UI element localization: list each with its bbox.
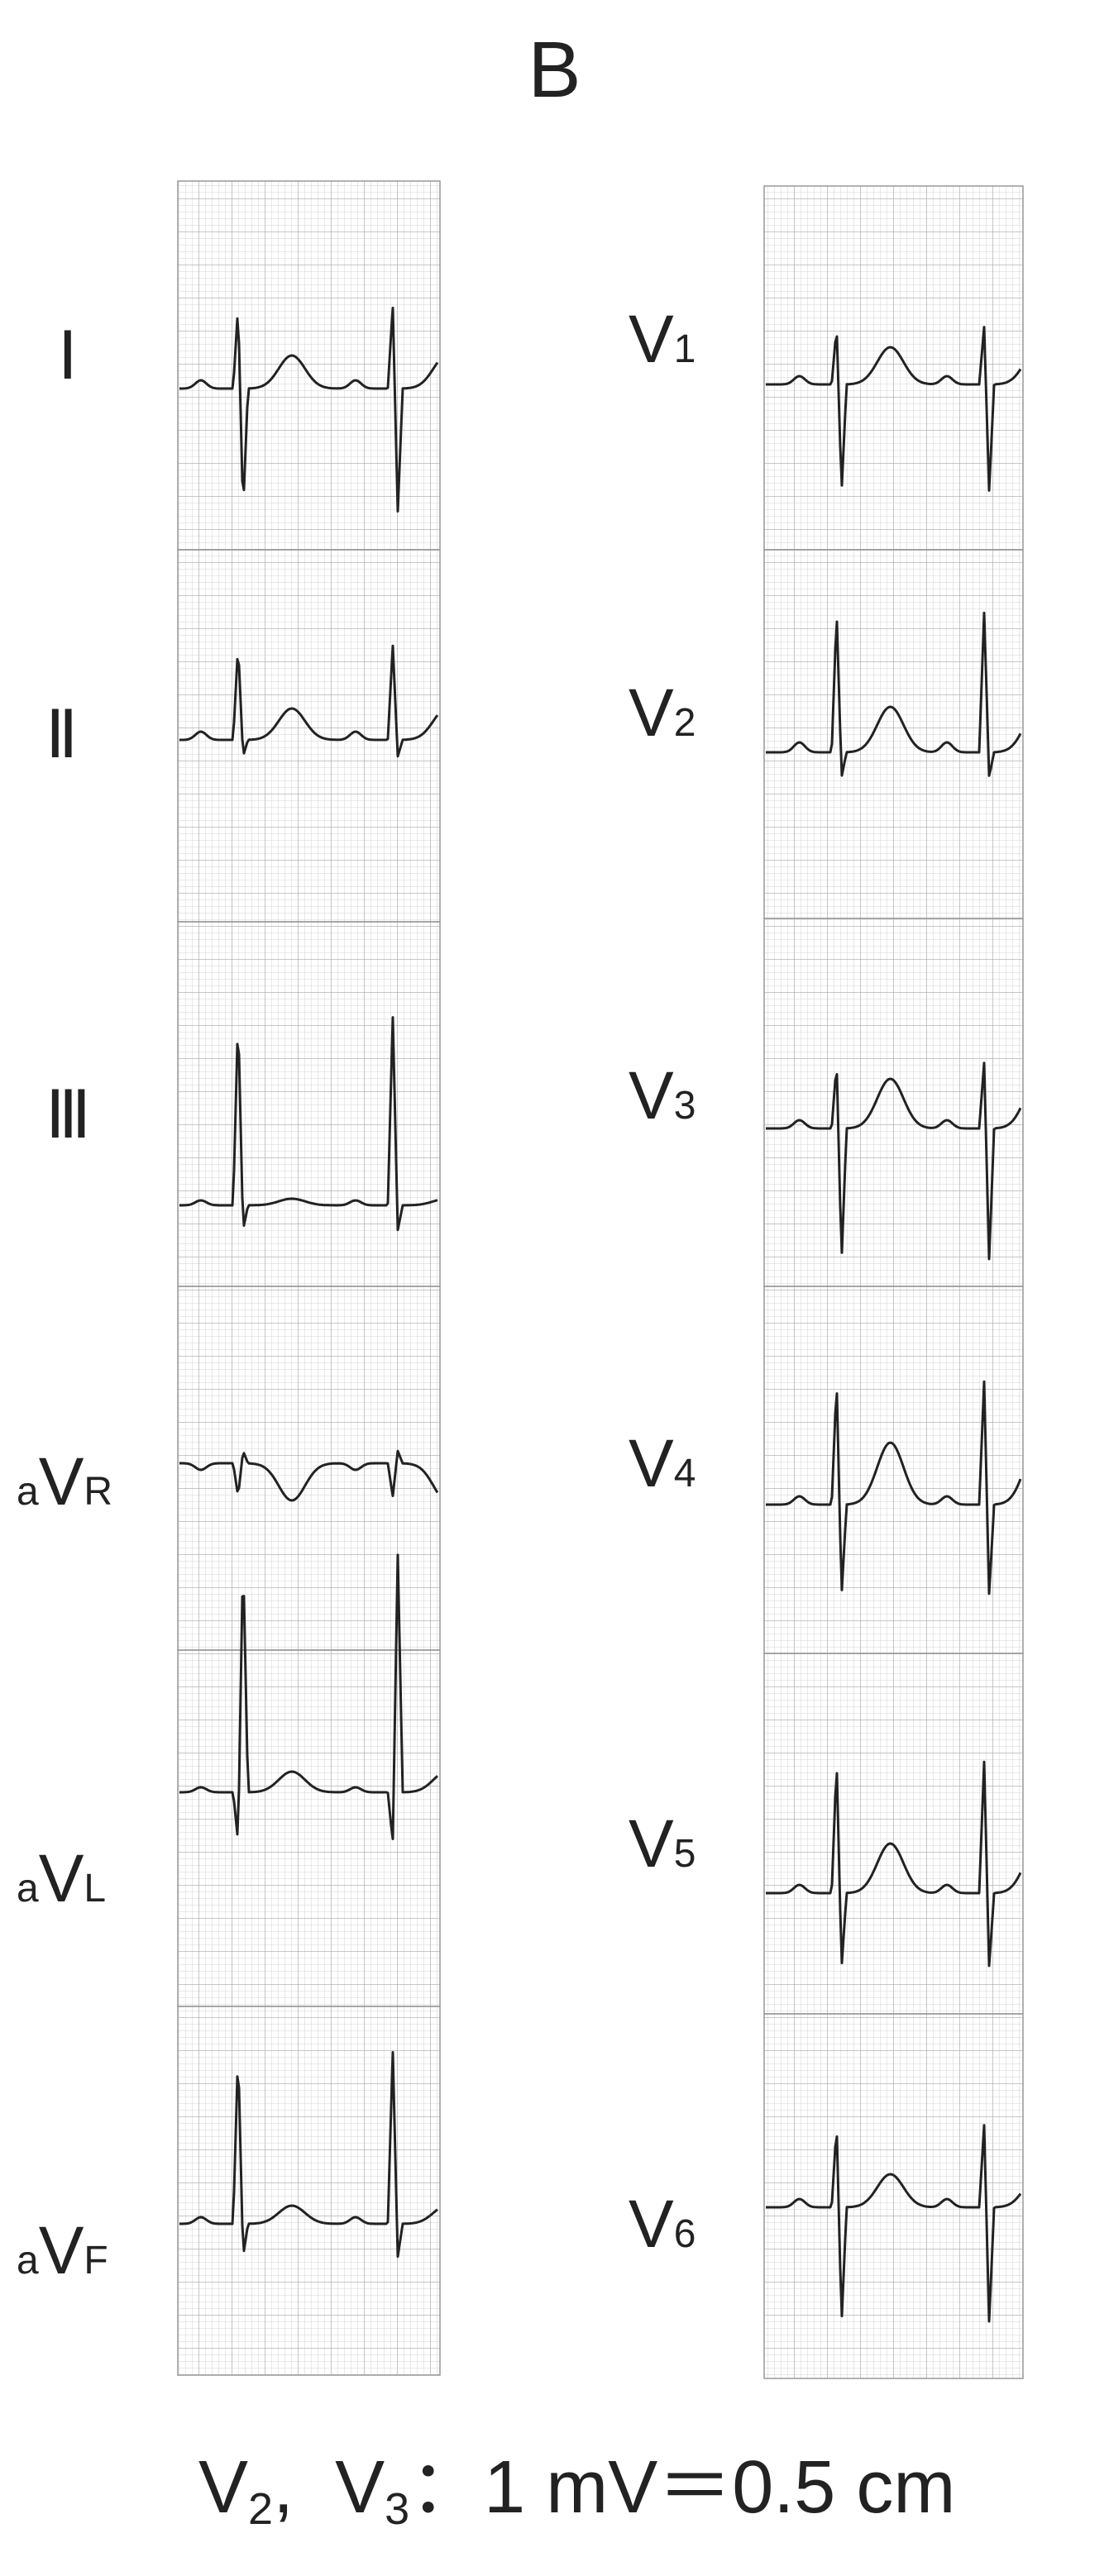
footer-subscript: 2 — [248, 2484, 274, 2534]
ecg-paper — [177, 921, 441, 1287]
lead-name: V — [38, 1444, 84, 1519]
ecg-paper — [177, 180, 441, 551]
lead-label: V6 — [629, 2191, 696, 2259]
lead-label: Ⅰ — [58, 324, 78, 390]
lead-prefix: a — [17, 2239, 39, 2283]
lead-label: aVF — [17, 2217, 108, 2285]
ecg-trace — [179, 307, 439, 513]
lead-name: Ⅰ — [58, 321, 78, 394]
lead-subscript: 3 — [673, 1084, 696, 1128]
ecg-trace — [766, 326, 1022, 492]
ecg-trace — [179, 2051, 438, 2259]
lead-subscript: 2 — [673, 701, 696, 745]
ecg-paper — [763, 2013, 1024, 2379]
lead-label: V5 — [629, 1810, 696, 1878]
calibration-note: V2, V3：1 mV＝0.5 cm — [198, 2426, 955, 2535]
ecg-paper — [177, 2006, 441, 2376]
footer-text: V — [335, 2446, 385, 2529]
lead-subscript: 5 — [673, 1832, 696, 1876]
ecg-paper — [763, 918, 1024, 1287]
lead-name: V — [629, 1806, 674, 1882]
lead-label: Ⅲ — [45, 1083, 91, 1149]
ecg-trace — [179, 1016, 438, 1232]
lead-name: V — [629, 302, 674, 377]
ecg-trace — [179, 644, 439, 758]
lead-name: Ⅱ — [45, 699, 79, 772]
ecg-trace — [766, 2124, 1022, 2323]
ecg-trace — [179, 1449, 439, 1502]
lead-name: V — [629, 675, 674, 751]
ecg-paper — [177, 1286, 441, 1651]
lead-label: V1 — [629, 306, 696, 374]
lead-subscript: F — [84, 2239, 108, 2283]
footer-text: , — [273, 2446, 294, 2529]
ecg-paper — [763, 549, 1024, 919]
lead-label: V3 — [629, 1062, 696, 1130]
lead-name: V — [38, 1841, 84, 1916]
footer-text: ：1 mV＝0.5 cm — [409, 2446, 956, 2529]
lead-label: aVR — [17, 1448, 112, 1516]
lead-name: Ⅲ — [45, 1080, 92, 1152]
lead-prefix: a — [17, 1470, 39, 1514]
figure-title: B — [528, 26, 581, 114]
lead-name: V — [629, 2187, 674, 2262]
lead-subscript: 6 — [673, 2212, 696, 2256]
lead-subscript: L — [84, 1867, 107, 1911]
lead-label: Ⅱ — [45, 703, 78, 769]
lead-subscript: 1 — [673, 327, 696, 371]
ecg-paper — [763, 1653, 1024, 2015]
lead-subscript: 4 — [673, 1452, 696, 1496]
footer-text: V — [198, 2446, 249, 2529]
lead-name: V — [629, 1426, 674, 1501]
ecg-trace — [766, 1380, 1022, 1596]
ecg-paper — [177, 549, 441, 923]
ecg-paper — [763, 1286, 1024, 1654]
ecg-trace — [766, 611, 1022, 777]
ecg-trace — [766, 1061, 1022, 1261]
ecg-trace — [766, 1760, 1022, 1968]
lead-name: V — [38, 2213, 84, 2288]
lead-subscript: R — [84, 1470, 113, 1514]
lead-label: V2 — [629, 680, 696, 747]
lead-name: V — [629, 1058, 674, 1133]
footer-subscript: 3 — [385, 2484, 410, 2534]
lead-prefix: a — [17, 1867, 39, 1911]
lead-label: aVL — [17, 1845, 106, 1913]
lead-label: V4 — [629, 1430, 696, 1498]
ecg-trace — [179, 1553, 439, 1840]
